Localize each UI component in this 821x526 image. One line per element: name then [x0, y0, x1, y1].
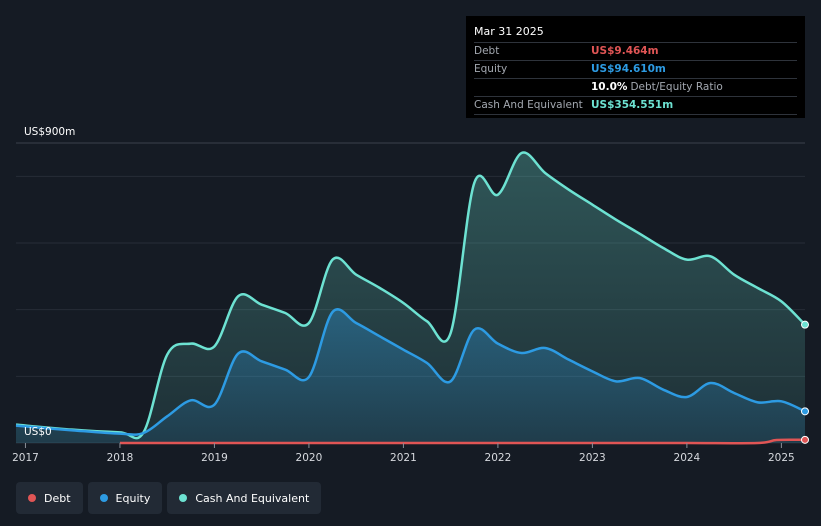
- x-tick-label: 2024: [674, 452, 701, 464]
- x-tick-label: 2021: [390, 452, 417, 464]
- cash-line: [15, 151, 806, 440]
- legend-label-debt: Debt: [44, 491, 71, 505]
- tooltip-row-equity: Equity US$94.610m: [474, 60, 797, 78]
- x-tick-label: 2020: [296, 452, 323, 464]
- equity-area: [16, 309, 805, 443]
- equity-line: [15, 308, 806, 436]
- tooltip-debt-value: US$9.464m: [591, 45, 659, 57]
- debt-end-marker: [801, 435, 809, 444]
- tooltip-ratio-value: 10.0%: [591, 81, 628, 93]
- legend-label-cash: Cash And Equivalent: [195, 491, 310, 505]
- data-tooltip: Mar 31 2025 Debt US$9.464m Equity US$94.…: [466, 16, 805, 118]
- x-tick-label: 2019: [201, 452, 228, 464]
- tooltip-row-debt: Debt US$9.464m: [474, 42, 797, 60]
- tooltip-cash-value: US$354.551m: [591, 99, 674, 111]
- legend-dot-equity: [99, 494, 108, 502]
- x-tick-label: 2017: [12, 452, 39, 464]
- tooltip-debt-label: Debt: [474, 45, 500, 57]
- x-tick-label: 2022: [485, 452, 512, 464]
- legend-dot-cash: [179, 494, 188, 502]
- tooltip-row-ratio: 10.0% Debt/Equity Ratio: [474, 78, 797, 96]
- tooltip-row-cash: Cash And Equivalent US$354.551m: [474, 96, 797, 115]
- y-tick-label: US$0: [24, 426, 52, 438]
- tooltip-equity-label: Equity: [474, 63, 508, 75]
- x-tick-label: 2018: [107, 452, 134, 464]
- cash-area: [16, 152, 805, 443]
- x-tick-label: 2025: [768, 452, 795, 464]
- legend-item-cash[interactable]: Cash And Equivalent: [167, 482, 322, 514]
- y-tick-label: US$900m: [24, 126, 75, 138]
- cash-end-marker: [801, 320, 809, 329]
- legend-item-equity[interactable]: Equity: [87, 482, 163, 514]
- chart-legend: Debt Equity Cash And Equivalent: [16, 482, 326, 514]
- tooltip-ratio-label: Debt/Equity Ratio: [630, 81, 723, 93]
- x-tick-label: 2023: [579, 452, 606, 464]
- legend-label-equity: Equity: [115, 491, 151, 505]
- legend-item-debt[interactable]: Debt: [16, 482, 83, 514]
- tooltip-cash-label: Cash And Equivalent: [474, 99, 583, 111]
- equity-end-marker: [801, 407, 809, 416]
- legend-dot-debt: [28, 494, 36, 502]
- tooltip-equity-value: US$94.610m: [591, 63, 666, 75]
- tooltip-date: Mar 31 2025: [474, 25, 544, 38]
